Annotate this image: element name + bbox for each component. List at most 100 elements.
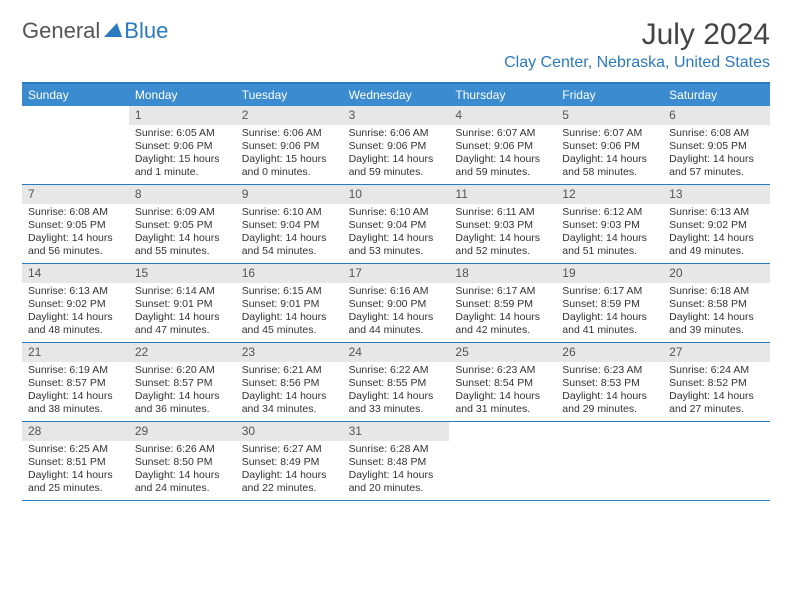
day-cell	[556, 422, 663, 500]
day-cell: 14Sunrise: 6:13 AMSunset: 9:02 PMDayligh…	[22, 264, 129, 342]
sunset-line: Sunset: 9:05 PM	[669, 140, 764, 153]
daylight-line: Daylight: 14 hours and 42 minutes.	[455, 311, 550, 337]
daylight-line: Daylight: 14 hours and 25 minutes.	[28, 469, 123, 495]
day-body: Sunrise: 6:24 AMSunset: 8:52 PMDaylight:…	[663, 362, 770, 421]
day-number: 17	[343, 264, 450, 283]
day-number: 6	[663, 106, 770, 125]
day-cell: 24Sunrise: 6:22 AMSunset: 8:55 PMDayligh…	[343, 343, 450, 421]
day-number: 8	[129, 185, 236, 204]
sunrise-line: Sunrise: 6:23 AM	[455, 364, 550, 377]
day-number: 12	[556, 185, 663, 204]
day-body: Sunrise: 6:10 AMSunset: 9:04 PMDaylight:…	[343, 204, 450, 263]
day-number: 4	[449, 106, 556, 125]
day-header-row: Sunday Monday Tuesday Wednesday Thursday…	[22, 84, 770, 106]
day-cell: 4Sunrise: 6:07 AMSunset: 9:06 PMDaylight…	[449, 106, 556, 184]
sunset-line: Sunset: 9:05 PM	[28, 219, 123, 232]
day-number: 9	[236, 185, 343, 204]
week-row: 14Sunrise: 6:13 AMSunset: 9:02 PMDayligh…	[22, 264, 770, 343]
sunset-line: Sunset: 8:58 PM	[669, 298, 764, 311]
sunrise-line: Sunrise: 6:16 AM	[349, 285, 444, 298]
day-body: Sunrise: 6:19 AMSunset: 8:57 PMDaylight:…	[22, 362, 129, 421]
sunset-line: Sunset: 9:06 PM	[349, 140, 444, 153]
day-number: 3	[343, 106, 450, 125]
daylight-line: Daylight: 14 hours and 24 minutes.	[135, 469, 230, 495]
sunrise-line: Sunrise: 6:07 AM	[562, 127, 657, 140]
day-cell: 3Sunrise: 6:06 AMSunset: 9:06 PMDaylight…	[343, 106, 450, 184]
sunset-line: Sunset: 8:50 PM	[135, 456, 230, 469]
day-cell	[22, 106, 129, 184]
day-cell: 13Sunrise: 6:13 AMSunset: 9:02 PMDayligh…	[663, 185, 770, 263]
week-row: 21Sunrise: 6:19 AMSunset: 8:57 PMDayligh…	[22, 343, 770, 422]
day-cell: 16Sunrise: 6:15 AMSunset: 9:01 PMDayligh…	[236, 264, 343, 342]
day-cell: 19Sunrise: 6:17 AMSunset: 8:59 PMDayligh…	[556, 264, 663, 342]
sunrise-line: Sunrise: 6:26 AM	[135, 443, 230, 456]
day-number: 15	[129, 264, 236, 283]
sunset-line: Sunset: 9:06 PM	[242, 140, 337, 153]
day-body: Sunrise: 6:25 AMSunset: 8:51 PMDaylight:…	[22, 441, 129, 500]
daylight-line: Daylight: 14 hours and 55 minutes.	[135, 232, 230, 258]
day-cell: 18Sunrise: 6:17 AMSunset: 8:59 PMDayligh…	[449, 264, 556, 342]
day-number: 18	[449, 264, 556, 283]
sunset-line: Sunset: 9:00 PM	[349, 298, 444, 311]
sunrise-line: Sunrise: 6:17 AM	[562, 285, 657, 298]
day-number: 1	[129, 106, 236, 125]
day-body: Sunrise: 6:13 AMSunset: 9:02 PMDaylight:…	[22, 283, 129, 342]
logo-text-1: General	[22, 18, 100, 44]
sunset-line: Sunset: 9:02 PM	[28, 298, 123, 311]
day-body: Sunrise: 6:09 AMSunset: 9:05 PMDaylight:…	[129, 204, 236, 263]
day-cell: 17Sunrise: 6:16 AMSunset: 9:00 PMDayligh…	[343, 264, 450, 342]
sunset-line: Sunset: 8:56 PM	[242, 377, 337, 390]
daylight-line: Daylight: 14 hours and 31 minutes.	[455, 390, 550, 416]
sunset-line: Sunset: 9:04 PM	[242, 219, 337, 232]
day-cell: 10Sunrise: 6:10 AMSunset: 9:04 PMDayligh…	[343, 185, 450, 263]
sunset-line: Sunset: 8:51 PM	[28, 456, 123, 469]
day-number: 30	[236, 422, 343, 441]
day-cell: 30Sunrise: 6:27 AMSunset: 8:49 PMDayligh…	[236, 422, 343, 500]
daylight-line: Daylight: 14 hours and 58 minutes.	[562, 153, 657, 179]
day-number: 23	[236, 343, 343, 362]
sunset-line: Sunset: 8:48 PM	[349, 456, 444, 469]
sunrise-line: Sunrise: 6:23 AM	[562, 364, 657, 377]
day-body: Sunrise: 6:22 AMSunset: 8:55 PMDaylight:…	[343, 362, 450, 421]
header: General Blue July 2024 Clay Center, Nebr…	[22, 18, 770, 78]
sunrise-line: Sunrise: 6:09 AM	[135, 206, 230, 219]
day-body: Sunrise: 6:07 AMSunset: 9:06 PMDaylight:…	[556, 125, 663, 184]
sunrise-line: Sunrise: 6:28 AM	[349, 443, 444, 456]
day-cell	[663, 422, 770, 500]
day-number: 7	[22, 185, 129, 204]
day-cell: 2Sunrise: 6:06 AMSunset: 9:06 PMDaylight…	[236, 106, 343, 184]
day-cell	[449, 422, 556, 500]
day-body: Sunrise: 6:08 AMSunset: 9:05 PMDaylight:…	[22, 204, 129, 263]
sunrise-line: Sunrise: 6:08 AM	[669, 127, 764, 140]
day-body: Sunrise: 6:13 AMSunset: 9:02 PMDaylight:…	[663, 204, 770, 263]
weeks-container: 1Sunrise: 6:05 AMSunset: 9:06 PMDaylight…	[22, 106, 770, 501]
day-cell: 12Sunrise: 6:12 AMSunset: 9:03 PMDayligh…	[556, 185, 663, 263]
logo-text-2: Blue	[124, 18, 168, 44]
daylight-line: Daylight: 14 hours and 38 minutes.	[28, 390, 123, 416]
sunset-line: Sunset: 9:01 PM	[242, 298, 337, 311]
sunrise-line: Sunrise: 6:10 AM	[242, 206, 337, 219]
sunrise-line: Sunrise: 6:22 AM	[349, 364, 444, 377]
sunrise-line: Sunrise: 6:11 AM	[455, 206, 550, 219]
daylight-line: Daylight: 14 hours and 53 minutes.	[349, 232, 444, 258]
logo: General Blue	[22, 18, 168, 44]
day-body: Sunrise: 6:14 AMSunset: 9:01 PMDaylight:…	[129, 283, 236, 342]
day-body: Sunrise: 6:05 AMSunset: 9:06 PMDaylight:…	[129, 125, 236, 184]
sunset-line: Sunset: 8:59 PM	[562, 298, 657, 311]
day-cell: 7Sunrise: 6:08 AMSunset: 9:05 PMDaylight…	[22, 185, 129, 263]
day-cell: 15Sunrise: 6:14 AMSunset: 9:01 PMDayligh…	[129, 264, 236, 342]
day-cell: 29Sunrise: 6:26 AMSunset: 8:50 PMDayligh…	[129, 422, 236, 500]
day-cell: 5Sunrise: 6:07 AMSunset: 9:06 PMDaylight…	[556, 106, 663, 184]
day-cell: 8Sunrise: 6:09 AMSunset: 9:05 PMDaylight…	[129, 185, 236, 263]
day-header: Saturday	[663, 84, 770, 106]
day-number: 20	[663, 264, 770, 283]
title-block: July 2024 Clay Center, Nebraska, United …	[504, 18, 770, 78]
daylight-line: Daylight: 14 hours and 52 minutes.	[455, 232, 550, 258]
day-cell: 1Sunrise: 6:05 AMSunset: 9:06 PMDaylight…	[129, 106, 236, 184]
day-number: 19	[556, 264, 663, 283]
sunset-line: Sunset: 9:06 PM	[135, 140, 230, 153]
daylight-line: Daylight: 15 hours and 0 minutes.	[242, 153, 337, 179]
sunrise-line: Sunrise: 6:10 AM	[349, 206, 444, 219]
daylight-line: Daylight: 14 hours and 36 minutes.	[135, 390, 230, 416]
day-cell: 31Sunrise: 6:28 AMSunset: 8:48 PMDayligh…	[343, 422, 450, 500]
